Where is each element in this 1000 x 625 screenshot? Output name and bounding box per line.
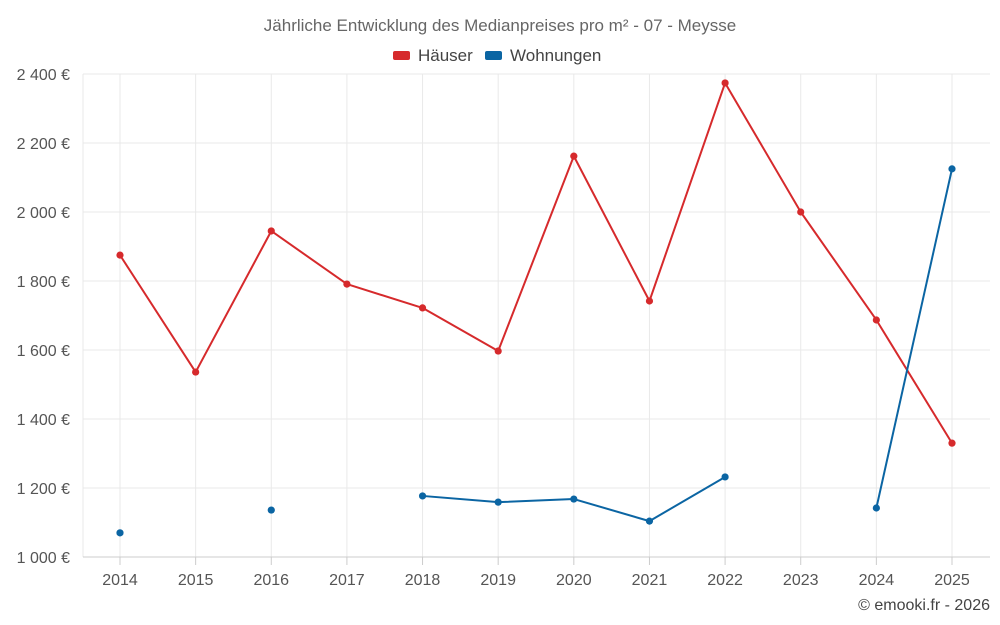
point-wohnungen-2020[interactable]	[570, 495, 578, 503]
y-tick-label: 1 200 €	[17, 481, 70, 498]
y-tick-label: 2 200 €	[17, 136, 70, 153]
y-tick-label: 1 000 €	[17, 550, 70, 567]
legend: Häuser Wohnungen	[393, 46, 601, 65]
point-wohnungen-2024[interactable]	[872, 504, 880, 512]
x-tick-label-2024: 2024	[859, 572, 895, 589]
series-wohnungen-line	[875, 167, 953, 510]
x-tick-label-2018: 2018	[405, 572, 441, 589]
x-tick-label-2021: 2021	[632, 572, 668, 589]
point-haeuser-2019[interactable]	[494, 347, 502, 355]
point-haeuser-2015[interactable]	[192, 368, 200, 376]
x-tick-label-2015: 2015	[178, 572, 214, 589]
point-wohnungen-2016[interactable]	[267, 506, 275, 514]
x-tick-label-2014: 2014	[102, 572, 138, 589]
point-wohnungen-2019[interactable]	[494, 498, 502, 506]
x-tick-label-2023: 2023	[783, 572, 819, 589]
y-tick-label: 2 400 €	[17, 67, 70, 84]
x-tick-label-2016: 2016	[253, 572, 289, 589]
y-axis: 1 000 € 1 200 € 1 400 € 1 600 € 1 800 € 2 000…	[17, 67, 70, 567]
point-haeuser-2025[interactable]	[948, 439, 956, 447]
x-axis: 2014 2015 2016 2017 2018 2019 2020 2021 2022 2023…	[83, 556, 990, 589]
x-tick-label-2020: 2020	[556, 572, 592, 589]
legend-swatch-wohnungen	[485, 51, 502, 60]
series-haeuser	[116, 79, 956, 447]
point-haeuser-2022[interactable]	[721, 79, 729, 87]
copyright-credit: © emooki.fr - 2026	[858, 597, 990, 614]
point-haeuser-2021[interactable]	[645, 297, 654, 305]
chart-title: Jährliche Entwicklung des Medianpreises …	[264, 16, 736, 35]
point-wohnungen-2025[interactable]	[948, 165, 956, 173]
point-haeuser-2024[interactable]	[872, 316, 880, 324]
series-wohnungen	[116, 165, 956, 537]
y-tick-label: 2 000 €	[17, 205, 70, 222]
legend-swatch-haeuser	[393, 51, 410, 60]
x-tick-label-2017: 2017	[329, 572, 365, 589]
y-tick-label: 1 800 €	[17, 274, 70, 291]
x-tick-label-2022: 2022	[707, 572, 743, 589]
y-tick-label: 1 400 €	[17, 412, 70, 429]
legend-label-wohnungen: Wohnungen	[510, 46, 601, 65]
x-tick-label-2019: 2019	[480, 572, 516, 589]
legend-item-wohnungen[interactable]: Wohnungen	[485, 46, 601, 65]
point-haeuser-2020[interactable]	[570, 152, 578, 160]
series-haeuser-line	[119, 81, 953, 445]
point-haeuser-2016[interactable]	[267, 227, 275, 235]
point-haeuser-2023[interactable]	[797, 208, 805, 216]
x-tick-label-2025: 2025	[934, 572, 970, 589]
series	[116, 79, 956, 537]
point-wohnungen-2014[interactable]	[116, 529, 124, 537]
y-tick-label: 1 600 €	[17, 343, 70, 360]
point-wohnungen-2018[interactable]	[418, 492, 427, 500]
legend-label-haeuser: Häuser	[418, 46, 473, 65]
legend-item-haeuser[interactable]: Häuser	[393, 46, 473, 65]
point-wohnungen-2022[interactable]	[721, 473, 729, 481]
point-wohnungen-2021[interactable]	[645, 517, 654, 525]
point-haeuser-2014[interactable]	[116, 251, 124, 259]
point-haeuser-2018[interactable]	[418, 304, 427, 312]
point-haeuser-2017[interactable]	[343, 280, 351, 288]
